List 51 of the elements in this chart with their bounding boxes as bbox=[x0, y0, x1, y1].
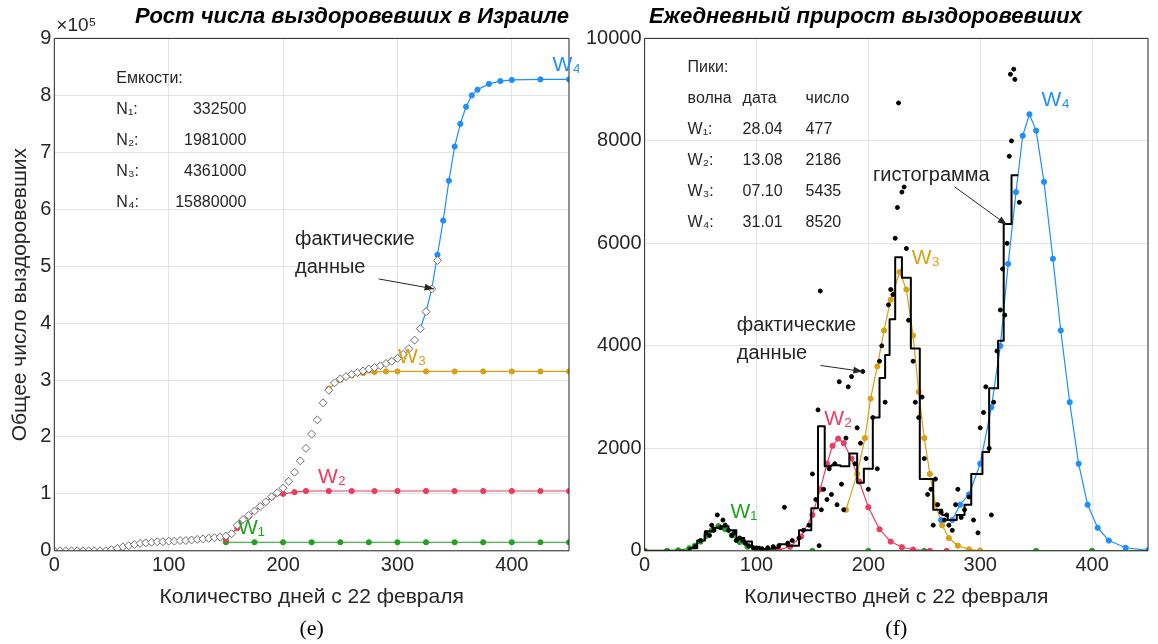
series-label: W₃ bbox=[398, 344, 427, 368]
text: W₄: 31.01 8520 bbox=[687, 213, 842, 231]
text: (e) bbox=[299, 614, 324, 640]
text: W₁: 28.04 477 bbox=[687, 120, 833, 138]
text: N₁: 332500 bbox=[116, 100, 247, 118]
chart-title: Ежедневный прирост выздоровевших bbox=[649, 3, 1083, 29]
y-tick-label: 5 bbox=[40, 253, 52, 276]
y-tick-label: 9 bbox=[40, 25, 52, 48]
text: (f) bbox=[885, 614, 908, 640]
x-tick-label: 400 bbox=[1075, 553, 1109, 576]
x-tick-label: 300 bbox=[963, 553, 997, 576]
y-tick-label: 6 bbox=[40, 196, 52, 219]
annotation: гистограмма bbox=[873, 162, 991, 185]
x-axis-title: Количество дней с 22 февраля bbox=[744, 584, 1049, 608]
x-tick-label: 200 bbox=[851, 553, 886, 576]
annotation: Пики: bbox=[687, 58, 729, 76]
series-label: W₄ bbox=[1041, 87, 1070, 111]
y-tick-label: 4 bbox=[40, 310, 52, 333]
y-tick-label: 6000 bbox=[597, 230, 642, 253]
y-tick-label: 7 bbox=[40, 139, 52, 162]
text: N₂: 1981000 bbox=[116, 131, 247, 149]
chart-title: Рост числа выздоровевших в Израиле bbox=[135, 3, 569, 29]
y-tick-label: 3 bbox=[40, 367, 52, 390]
text: N₃: 4361000 bbox=[116, 162, 247, 180]
annotation: Емкости: bbox=[116, 69, 183, 87]
series-label: W₁ bbox=[237, 515, 265, 539]
y-tick-label: 8 bbox=[40, 82, 52, 105]
series-label: W₂ bbox=[317, 464, 346, 488]
text: ×10⁵ bbox=[56, 14, 97, 36]
y-axis-title: Общее число выздоровевших bbox=[7, 147, 31, 442]
x-tick-label: 400 bbox=[495, 553, 529, 576]
x-tick-label: 100 bbox=[152, 553, 186, 576]
text: W₃: 07.10 5435 bbox=[687, 182, 842, 200]
annotation: фактические данные bbox=[295, 226, 415, 277]
x-tick-label: 100 bbox=[739, 553, 774, 576]
text: волна дата число bbox=[687, 89, 850, 107]
series-label: W₃ bbox=[911, 245, 941, 269]
y-tick-label: 10000 bbox=[585, 25, 642, 48]
y-tick-label: 8000 bbox=[597, 128, 642, 151]
series-label: W₁ bbox=[730, 499, 758, 523]
series-label: W₂ bbox=[824, 405, 853, 429]
x-tick-label: 200 bbox=[266, 553, 300, 576]
y-tick-label: 2 bbox=[40, 424, 52, 447]
y-tick-label: 4000 bbox=[597, 333, 642, 356]
annotation: фактические данные bbox=[736, 313, 857, 364]
y-tick-label: 1 bbox=[40, 481, 52, 504]
x-axis-title: Количество дней с 22 февраля bbox=[159, 584, 464, 608]
y-tick-label: 2000 bbox=[597, 435, 642, 458]
text: W₂: 13.08 2186 bbox=[687, 151, 842, 169]
text: N₄: 15880000 bbox=[116, 193, 247, 211]
x-tick-label: 300 bbox=[380, 553, 415, 576]
